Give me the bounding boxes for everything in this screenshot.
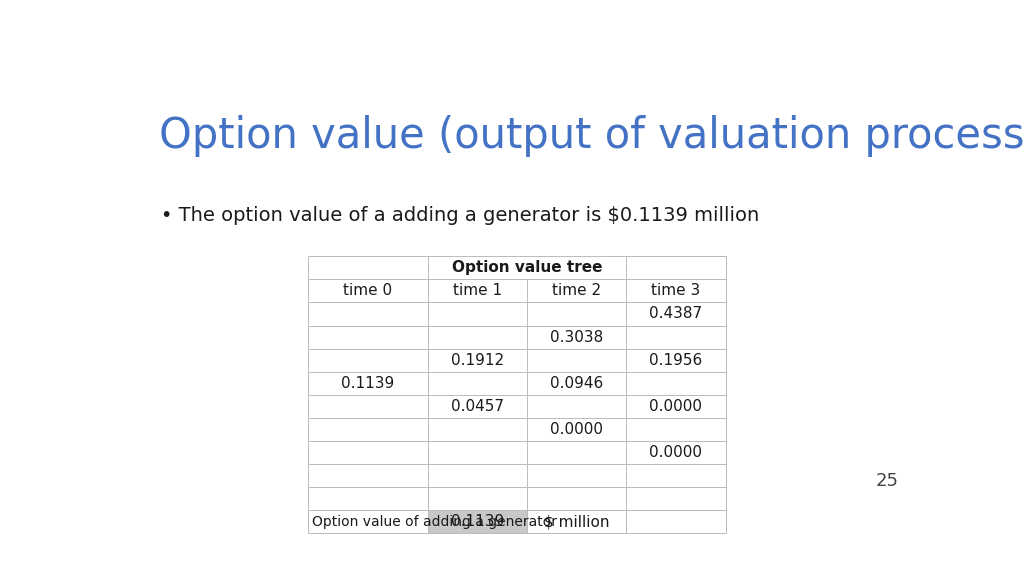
Bar <box>428 418 527 441</box>
Bar <box>308 395 428 418</box>
Bar <box>428 279 527 302</box>
Text: time 3: time 3 <box>651 283 700 298</box>
Bar <box>308 348 428 372</box>
Bar <box>428 302 527 325</box>
Text: 0.4387: 0.4387 <box>649 306 702 321</box>
Bar <box>428 395 527 418</box>
Bar <box>527 418 627 441</box>
Bar <box>527 279 627 302</box>
Bar <box>428 464 527 487</box>
Bar <box>308 325 428 348</box>
Bar <box>308 487 428 510</box>
Bar <box>527 510 627 533</box>
Bar <box>527 487 627 510</box>
Text: $ million: $ million <box>544 514 609 529</box>
Text: time 0: time 0 <box>343 283 392 298</box>
Text: 0.1139: 0.1139 <box>341 376 394 391</box>
Text: 25: 25 <box>876 472 898 490</box>
Text: time 2: time 2 <box>552 283 601 298</box>
Text: 0.0000: 0.0000 <box>550 422 603 437</box>
Bar <box>308 279 428 302</box>
Bar <box>527 441 627 464</box>
Bar <box>428 325 527 348</box>
Bar <box>627 487 726 510</box>
Bar <box>527 395 627 418</box>
Bar <box>627 256 726 279</box>
Bar <box>428 348 527 372</box>
Bar <box>428 256 627 279</box>
Bar <box>428 487 527 510</box>
Bar <box>627 395 726 418</box>
Bar <box>627 510 726 533</box>
Bar <box>308 510 428 533</box>
Text: Option value tree: Option value tree <box>452 260 602 275</box>
Text: 0.0457: 0.0457 <box>451 399 504 414</box>
Bar <box>627 279 726 302</box>
Bar <box>308 302 428 325</box>
Text: 0.1139: 0.1139 <box>451 514 504 529</box>
Bar <box>527 325 627 348</box>
Bar <box>428 441 527 464</box>
Text: 0.0946: 0.0946 <box>550 376 603 391</box>
Text: 0.3038: 0.3038 <box>550 329 603 344</box>
Text: time 1: time 1 <box>453 283 502 298</box>
Bar <box>627 325 726 348</box>
Bar <box>627 441 726 464</box>
Bar <box>627 418 726 441</box>
Bar <box>527 348 627 372</box>
Bar <box>627 372 726 395</box>
Bar <box>627 348 726 372</box>
Text: Option value of adding a generator: Option value of adding a generator <box>312 515 557 529</box>
Bar <box>627 302 726 325</box>
Text: • The option value of a adding a generator is $0.1139 million: • The option value of a adding a generat… <box>161 206 759 225</box>
Text: 0.1956: 0.1956 <box>649 353 702 367</box>
Text: 0.0000: 0.0000 <box>649 399 702 414</box>
Text: 0.1912: 0.1912 <box>451 353 504 367</box>
Text: 0.0000: 0.0000 <box>649 445 702 460</box>
Bar <box>308 372 428 395</box>
Bar <box>627 464 726 487</box>
Bar <box>308 418 428 441</box>
Bar <box>428 510 527 533</box>
Bar <box>308 256 428 279</box>
Bar <box>527 372 627 395</box>
Bar <box>308 464 428 487</box>
Bar <box>527 302 627 325</box>
Bar <box>527 464 627 487</box>
Text: Option value (output of valuation process): Option value (output of valuation proces… <box>159 115 1024 157</box>
Bar <box>308 441 428 464</box>
Bar <box>428 372 527 395</box>
